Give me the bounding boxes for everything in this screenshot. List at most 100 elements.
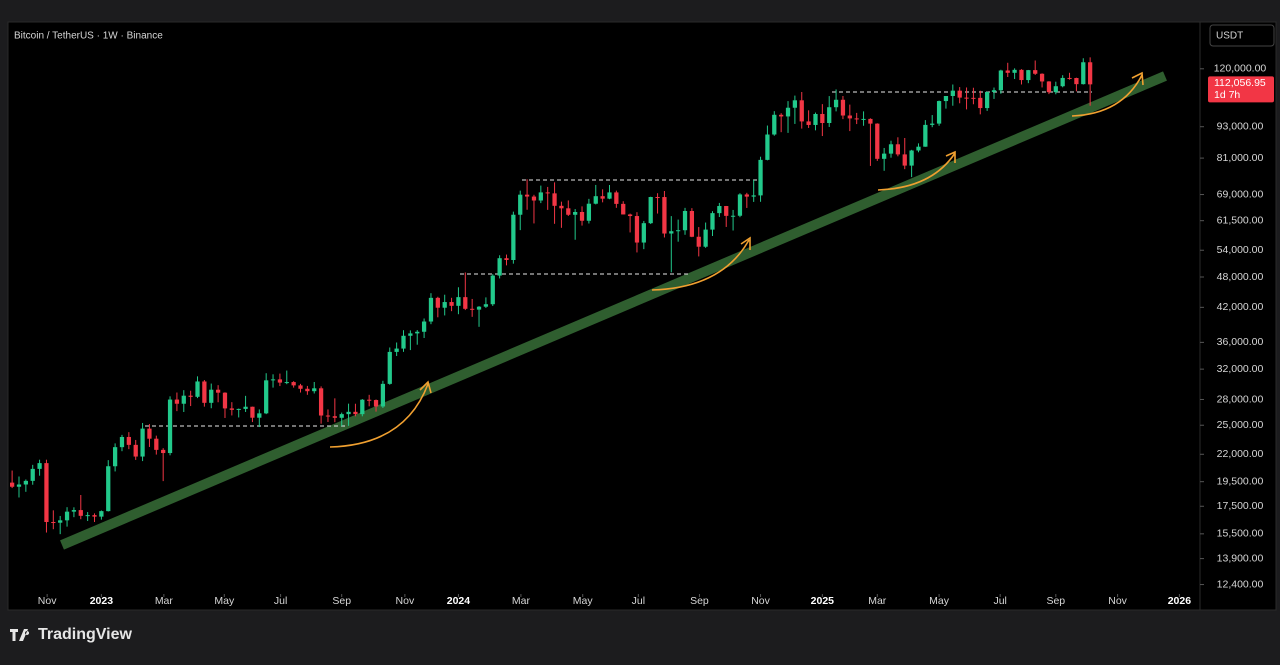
y-tick-label: 25,000.00 xyxy=(1217,419,1264,431)
y-tick-label: 13,900.00 xyxy=(1217,552,1264,564)
y-tick-label: 48,000.00 xyxy=(1217,271,1264,283)
candle-body xyxy=(318,388,324,416)
x-tick-label: 2023 xyxy=(90,595,114,607)
candle-body xyxy=(85,515,90,517)
brand: TradingView xyxy=(10,626,133,643)
candle-body xyxy=(37,463,42,469)
candle-body xyxy=(868,118,873,124)
candle-body xyxy=(1088,62,1093,85)
candle-body xyxy=(435,297,440,308)
candle-body xyxy=(497,258,502,276)
brand-name: TradingView xyxy=(38,626,133,643)
candle-body xyxy=(277,379,283,383)
candle-body xyxy=(415,331,420,334)
candle-body xyxy=(133,444,138,457)
candle-body xyxy=(854,118,859,120)
candle-body xyxy=(188,395,193,397)
candle-body xyxy=(559,205,564,209)
candle-body xyxy=(566,208,571,215)
candle-body xyxy=(820,113,825,124)
candle-body xyxy=(270,379,276,381)
candle-body xyxy=(195,381,200,397)
candle-body xyxy=(360,399,365,415)
x-tick-label: Sep xyxy=(1046,595,1065,607)
brand-logo xyxy=(10,629,30,641)
countdown-label: 1d 7h xyxy=(1214,89,1240,101)
currency-button[interactable] xyxy=(1209,24,1275,47)
candle-body xyxy=(92,515,97,517)
arrow xyxy=(329,380,432,448)
candle-body xyxy=(470,308,475,310)
currency-label: USDT xyxy=(1216,31,1243,42)
x-tick-label: Nov xyxy=(396,595,415,607)
y-tick-label: 12,400.00 xyxy=(1217,578,1264,590)
candle-body xyxy=(641,223,646,243)
candle-body xyxy=(490,275,495,305)
candle-body xyxy=(1033,70,1038,74)
candle-body xyxy=(600,196,605,199)
candle-body xyxy=(202,381,207,403)
y-tick-label: 42,000.00 xyxy=(1217,301,1264,313)
arrow xyxy=(1071,71,1144,117)
candle-body xyxy=(181,395,186,404)
candle-body xyxy=(305,388,310,392)
x-tick-label: Mar xyxy=(868,595,887,607)
candle-body xyxy=(1026,70,1031,81)
y-tick-label: 17,500.00 xyxy=(1217,500,1264,512)
candle-body xyxy=(573,211,578,215)
candle-body xyxy=(284,382,289,384)
drawings xyxy=(60,71,1167,550)
candle-body xyxy=(696,236,701,247)
candle-body xyxy=(669,231,674,234)
candle-body xyxy=(353,411,358,415)
candle-body xyxy=(312,388,317,392)
y-tick-label: 54,000.00 xyxy=(1217,244,1264,256)
candle-body xyxy=(58,520,63,523)
candle-body xyxy=(174,399,180,404)
y-tick-label: 15,500.00 xyxy=(1217,528,1264,540)
candle-body xyxy=(44,463,49,522)
y-tick-label: 120,000.00 xyxy=(1214,63,1267,75)
x-tick-label: Nov xyxy=(38,595,57,607)
candle-body xyxy=(621,203,626,215)
candle-body xyxy=(875,123,880,159)
candle-body xyxy=(9,482,15,487)
candle-body xyxy=(1005,70,1010,73)
candle-body xyxy=(23,480,28,485)
candle-body xyxy=(51,521,56,523)
candle-body xyxy=(99,511,104,517)
candle-body xyxy=(250,406,255,418)
candle-body xyxy=(792,100,798,108)
candle-body xyxy=(998,70,1004,91)
candle-body xyxy=(1039,73,1045,82)
candle-body xyxy=(408,333,413,336)
candle-body xyxy=(78,510,83,516)
y-tick-label: 93,000.00 xyxy=(1217,120,1264,132)
candle-body xyxy=(703,229,708,247)
candle-body xyxy=(936,101,942,124)
candle-body xyxy=(991,90,997,92)
y-tick-label: 28,000.00 xyxy=(1217,393,1264,405)
x-tick-label: Jul xyxy=(993,595,1006,607)
candle-body xyxy=(888,144,894,154)
candle-body xyxy=(119,436,125,448)
candle-body xyxy=(923,124,928,147)
candle-body xyxy=(339,414,344,418)
candle-body xyxy=(607,192,612,199)
candle-body xyxy=(648,197,653,224)
candle-body xyxy=(346,411,351,415)
candle-body xyxy=(421,321,427,332)
x-tick-label: May xyxy=(573,595,594,607)
candles xyxy=(9,57,1093,535)
candle-body xyxy=(1046,81,1052,93)
candle-body xyxy=(401,335,406,349)
candle-body xyxy=(765,134,770,160)
candle-body xyxy=(806,121,811,125)
candle-body xyxy=(147,428,152,439)
x-tick-label: Nov xyxy=(751,595,770,607)
candle-body xyxy=(524,194,530,197)
y-tick-label: 22,000.00 xyxy=(1217,448,1264,460)
candle-body xyxy=(827,107,832,124)
